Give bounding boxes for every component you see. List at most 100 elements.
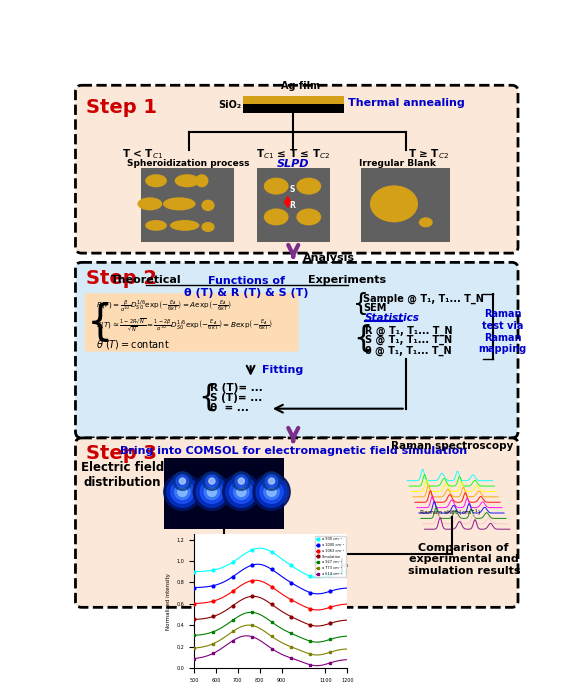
Circle shape <box>200 480 223 503</box>
Circle shape <box>262 472 281 490</box>
Text: Analysis: Analysis <box>303 253 356 263</box>
Ellipse shape <box>370 186 418 223</box>
Bar <box>243 96 343 113</box>
Text: Spheroidization process: Spheroidization process <box>127 159 250 169</box>
Bar <box>257 169 331 242</box>
Text: S @ T₁, T₁... T_N: S @ T₁, T₁... T_N <box>365 335 452 345</box>
FancyBboxPatch shape <box>75 85 518 253</box>
Circle shape <box>265 475 278 487</box>
Text: T ≥ T$_{C2}$: T ≥ T$_{C2}$ <box>408 148 449 162</box>
Circle shape <box>256 477 287 507</box>
Ellipse shape <box>170 220 200 231</box>
Text: Experiments: Experiments <box>309 275 387 285</box>
Text: SiO₂: SiO₂ <box>218 100 241 110</box>
Circle shape <box>233 484 249 499</box>
Ellipse shape <box>137 197 162 210</box>
Text: T$_{C1}$ ≤ T ≤ T$_{C2}$: T$_{C1}$ ≤ T ≤ T$_{C2}$ <box>256 148 331 162</box>
Ellipse shape <box>195 174 208 187</box>
Text: S: S <box>290 186 295 195</box>
Text: Statistics: Statistics <box>365 313 420 323</box>
Bar <box>243 96 343 103</box>
Text: Thermal annealing: Thermal annealing <box>347 97 464 108</box>
Text: $\theta\ (T)=\mathrm{contant}$: $\theta\ (T)=\mathrm{contant}$ <box>96 338 170 351</box>
Text: $R(T)=\frac{\beta}{\alpha^{1/2}}D_{S0}^{1/6}\exp\!\left(-\frac{E_A}{6kT}\right)=: $R(T)=\frac{\beta}{\alpha^{1/2}}D_{S0}^{… <box>96 299 232 315</box>
Text: S (T)= ...: S (T)= ... <box>210 393 262 403</box>
Text: Step 3: Step 3 <box>86 444 157 463</box>
Text: Theoretical: Theoretical <box>111 275 181 285</box>
Text: Sample @ T₁, T₁... T_N: Sample @ T₁, T₁... T_N <box>363 294 484 304</box>
Circle shape <box>232 472 251 490</box>
Text: T < T$_{C1}$: T < T$_{C1}$ <box>122 148 163 162</box>
Circle shape <box>253 473 290 510</box>
Y-axis label: Normalized intensity: Normalized intensity <box>166 573 171 630</box>
Circle shape <box>196 477 228 507</box>
Circle shape <box>238 478 244 484</box>
Bar <box>141 169 233 242</box>
Text: θ  = ...: θ = ... <box>210 403 249 412</box>
Text: Raman
test via
Raman
mapping: Raman test via Raman mapping <box>478 310 527 354</box>
Circle shape <box>207 487 217 497</box>
Text: $S(T)\approx\frac{1-2R\sqrt{N}}{\sqrt{N}}=\frac{1-2\beta}{\alpha^{1/2}}D_{S0}^{1: $S(T)\approx\frac{1-2R\sqrt{N}}{\sqrt{N}… <box>96 318 272 334</box>
Circle shape <box>175 484 190 499</box>
Circle shape <box>167 477 198 507</box>
Text: SEM: SEM <box>363 303 386 313</box>
Text: Bring into COMSOL for electromagnetic field simulation: Bring into COMSOL for electromagnetic fi… <box>120 446 467 456</box>
Ellipse shape <box>419 217 433 227</box>
FancyBboxPatch shape <box>75 262 518 438</box>
Circle shape <box>176 475 189 487</box>
Text: R (T)= ...: R (T)= ... <box>210 382 263 393</box>
Ellipse shape <box>296 177 321 195</box>
Text: Electric field
distribution: Electric field distribution <box>81 461 164 489</box>
Legend: a 930 cm⁻¹, a 1000 cm⁻¹, a 1063 cm⁻¹, Simulation, a 927 cm⁻¹, a 773 cm⁻¹, a 614 : a 930 cm⁻¹, a 1000 cm⁻¹, a 1063 cm⁻¹, Si… <box>314 536 346 577</box>
Circle shape <box>235 475 248 487</box>
Text: Raman spectroscopy: Raman spectroscopy <box>391 441 514 451</box>
Text: Raman shift (cm$^{-1}$): Raman shift (cm$^{-1}$) <box>419 508 481 518</box>
Circle shape <box>223 473 260 510</box>
Text: Irregular Blank: Irregular Blank <box>360 159 437 169</box>
Circle shape <box>260 480 283 503</box>
Circle shape <box>226 477 257 507</box>
Text: Ag film: Ag film <box>281 82 321 91</box>
Circle shape <box>209 478 215 484</box>
Circle shape <box>164 473 201 510</box>
Circle shape <box>206 475 218 487</box>
Circle shape <box>237 487 246 497</box>
Text: R: R <box>290 201 295 210</box>
Text: Functions of
θ (T) & R (T) & S (T): Functions of θ (T) & R (T) & S (T) <box>185 276 309 298</box>
FancyBboxPatch shape <box>85 293 299 351</box>
Bar <box>361 169 450 242</box>
Circle shape <box>179 478 185 484</box>
Text: 0.1: 0.1 <box>343 564 349 569</box>
Ellipse shape <box>145 174 167 187</box>
Bar <box>164 458 284 529</box>
Text: {: { <box>198 382 217 412</box>
Circle shape <box>267 487 276 497</box>
Circle shape <box>193 473 230 510</box>
Ellipse shape <box>145 220 167 231</box>
Text: R @ T₁, T₁... T_N: R @ T₁, T₁... T_N <box>365 325 453 336</box>
Text: Step 1: Step 1 <box>86 97 157 116</box>
Circle shape <box>203 472 221 490</box>
Text: Step 2: Step 2 <box>86 269 157 288</box>
Text: {: { <box>353 323 372 352</box>
Circle shape <box>178 487 187 497</box>
Ellipse shape <box>201 222 215 232</box>
Ellipse shape <box>163 197 196 210</box>
Circle shape <box>204 484 219 499</box>
Circle shape <box>173 472 192 490</box>
Circle shape <box>264 484 279 499</box>
Text: {: { <box>86 302 113 344</box>
Ellipse shape <box>175 174 200 187</box>
Text: {: { <box>353 292 369 316</box>
Text: SLPD: SLPD <box>277 159 310 169</box>
Text: Comparison of
experimental and
simulation results: Comparison of experimental and simulatio… <box>408 543 520 576</box>
Circle shape <box>269 478 274 484</box>
FancyBboxPatch shape <box>75 438 518 608</box>
Text: Fitting: Fitting <box>262 365 303 375</box>
Circle shape <box>171 480 194 503</box>
Ellipse shape <box>264 208 288 225</box>
Ellipse shape <box>201 199 215 211</box>
Text: θ @ T₁, T₁... T_N: θ @ T₁, T₁... T_N <box>365 345 452 356</box>
Circle shape <box>230 480 253 503</box>
Ellipse shape <box>296 208 321 225</box>
